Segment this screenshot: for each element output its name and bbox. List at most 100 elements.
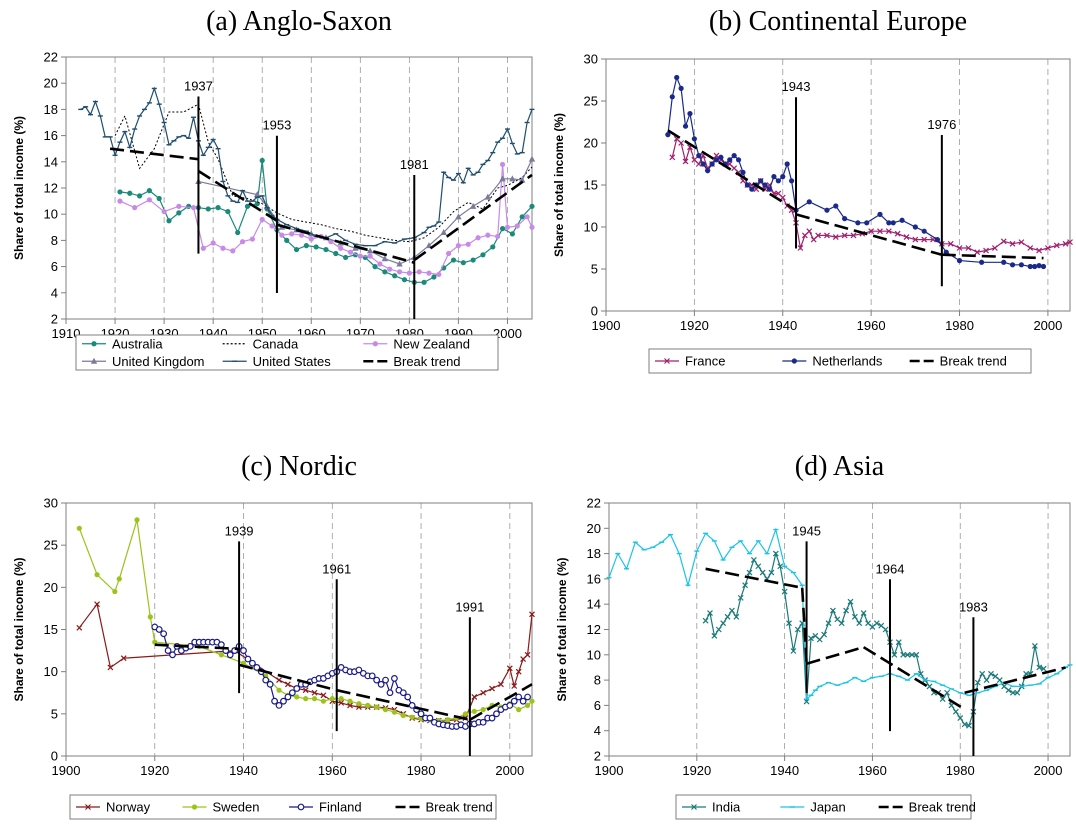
data-point <box>445 717 451 723</box>
legend-entry: India <box>682 800 741 815</box>
plot-area <box>605 58 1071 312</box>
data-point <box>391 709 398 715</box>
data-point <box>382 676 389 684</box>
y-tick-label: 15 <box>44 622 58 637</box>
data-point <box>372 264 378 270</box>
data-point <box>762 182 768 188</box>
data-point <box>276 677 282 684</box>
data-point <box>961 721 968 728</box>
data-point <box>465 241 471 247</box>
data-point <box>755 563 762 570</box>
data-point <box>160 630 168 638</box>
data-point <box>176 210 182 216</box>
data-point <box>695 161 702 167</box>
data-point <box>691 136 697 142</box>
data-point <box>939 696 946 702</box>
legend-entry: Break trend <box>909 354 1007 369</box>
data-point <box>518 176 526 183</box>
y-tick-label: 8 <box>51 233 58 248</box>
data-point <box>709 161 715 167</box>
data-point <box>664 358 670 364</box>
data-point <box>740 169 746 175</box>
data-point <box>943 249 949 255</box>
data-point <box>1036 263 1042 269</box>
chart-panel-4: (d) Asia 2 4 6 8 10 12 14 16 18 20 22 1900 1920 1940 19… <box>555 451 1073 820</box>
data-point <box>313 244 319 250</box>
data-point <box>455 213 462 220</box>
data-point <box>249 236 255 242</box>
data-point <box>789 178 795 184</box>
data-point <box>979 670 986 677</box>
data-point <box>803 698 810 705</box>
x-tick-label: 1920 <box>140 763 169 778</box>
x-tick-label: 1940 <box>229 763 258 778</box>
data-point <box>780 174 786 180</box>
break-label: 1943 <box>782 79 811 94</box>
data-point <box>244 655 252 663</box>
data-point <box>1018 239 1025 246</box>
break-trend-line <box>941 253 1044 260</box>
series-japan <box>606 527 1073 701</box>
data-point <box>94 572 100 578</box>
data-point <box>669 94 675 100</box>
y-tick-label: 0 <box>51 749 58 764</box>
data-point <box>529 611 535 618</box>
legend-entry: Break trend <box>363 354 461 369</box>
data-point <box>235 229 241 236</box>
data-point <box>506 702 514 709</box>
y-axis-label: Share of total income (%) <box>12 557 26 701</box>
data-point <box>957 715 964 721</box>
data-point <box>117 198 123 204</box>
data-point <box>455 243 462 249</box>
data-point <box>387 266 393 272</box>
break-trend-line <box>238 663 338 692</box>
data-point <box>297 803 305 811</box>
data-point <box>499 161 506 168</box>
data-point <box>519 697 527 705</box>
data-point <box>682 123 689 129</box>
data-point <box>293 246 300 253</box>
data-point <box>847 598 854 605</box>
data-point <box>329 696 335 702</box>
break-label: 1964 <box>876 561 905 576</box>
series-break-trend <box>109 147 533 264</box>
break-label: 1937 <box>184 78 213 93</box>
data-point <box>816 636 823 643</box>
data-point <box>1044 245 1051 251</box>
data-point <box>1027 263 1033 270</box>
data-point <box>877 228 883 235</box>
data-point <box>347 249 354 255</box>
data-point <box>1036 247 1042 254</box>
data-point <box>311 689 318 696</box>
data-point <box>913 651 920 658</box>
break-trend-line <box>964 666 1066 695</box>
data-point <box>293 685 301 692</box>
data-point <box>669 154 676 161</box>
data-point <box>979 259 985 265</box>
data-point <box>480 707 486 713</box>
series-line <box>608 527 1071 701</box>
data-point <box>771 174 777 180</box>
data-point <box>320 698 327 704</box>
legend-label: France <box>685 354 725 369</box>
data-point <box>90 357 98 364</box>
data-point <box>952 708 959 715</box>
data-point <box>303 696 309 702</box>
data-point <box>737 594 744 601</box>
data-point <box>396 269 403 275</box>
break-label: 1991 <box>455 599 484 614</box>
data-point <box>515 668 522 675</box>
series-break-trend <box>705 567 1066 711</box>
y-tick-label: 25 <box>44 538 58 553</box>
data-point <box>127 190 133 196</box>
data-point <box>864 220 870 226</box>
data-point <box>702 617 709 624</box>
data-point <box>302 687 309 694</box>
legend: France Netherlands Break trend <box>648 348 1032 374</box>
data-point <box>838 620 845 627</box>
data-point <box>516 707 522 713</box>
data-point <box>480 689 487 696</box>
legend-label: New Zealand <box>393 336 470 351</box>
legend: India Japan Break trend <box>675 794 976 820</box>
data-point <box>176 203 182 209</box>
